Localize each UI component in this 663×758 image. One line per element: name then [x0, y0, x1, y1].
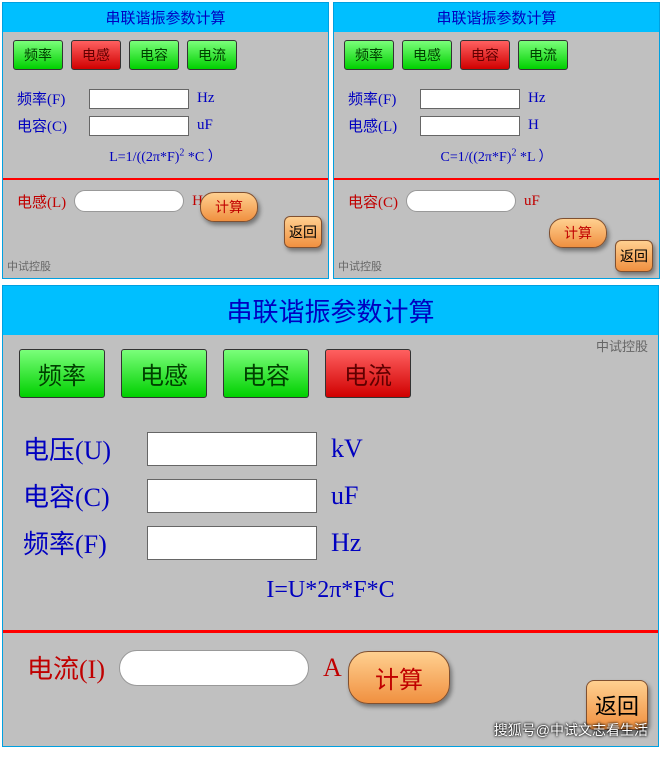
tab-current[interactable]: 电流 — [518, 40, 568, 70]
input-form: 电压(U) kV 电容(C) uF 频率(F) Hz I=U*2π*F*C — [3, 412, 658, 628]
calculate-button[interactable]: 计算 — [348, 651, 450, 704]
panel-capacitance: 串联谐振参数计算 频率 电感 电容 电流 频率(F) Hz 电感(L) H C=… — [333, 2, 660, 279]
unit-uf: uF — [331, 481, 358, 511]
back-button[interactable]: 返回 — [615, 240, 653, 272]
label-capacitance: 电容(C) — [17, 115, 81, 136]
calculate-button[interactable]: 计算 — [200, 192, 258, 222]
title-bar: 串联谐振参数计算 — [3, 3, 328, 32]
unit-uf: uF — [197, 117, 213, 134]
divider — [3, 630, 658, 633]
tab-frequency[interactable]: 频率 — [13, 40, 63, 70]
result-unit: uF — [524, 193, 540, 210]
label-capacitance: 电容(C) — [23, 477, 133, 514]
result-label: 电感(L) — [17, 191, 66, 212]
tab-capacitance[interactable]: 电容 — [129, 40, 179, 70]
input-capacitance[interactable] — [89, 116, 189, 136]
unit-hz: Hz — [197, 90, 215, 107]
label-frequency: 频率(F) — [348, 88, 412, 109]
formula-text: C=1/((2π*F)2 *L ） — [348, 146, 645, 166]
back-button[interactable]: 返回 — [284, 216, 322, 248]
result-label: 电容(C) — [348, 191, 398, 212]
company-text: 中试控股 — [338, 258, 382, 274]
calculate-button[interactable]: 计算 — [549, 218, 607, 248]
input-frequency[interactable] — [89, 89, 189, 109]
panel-inductance: 串联谐振参数计算 频率 电感 电容 电流 频率(F) Hz 电容(C) uF L… — [2, 2, 329, 279]
result-field — [119, 650, 309, 686]
result-field — [406, 190, 516, 212]
label-frequency: 频率(F) — [17, 88, 81, 109]
tab-inductance[interactable]: 电感 — [121, 349, 207, 398]
tab-frequency[interactable]: 频率 — [344, 40, 394, 70]
label-inductance: 电感(L) — [348, 115, 412, 136]
result-row: 电容(C) uF — [334, 182, 659, 220]
input-capacitance[interactable] — [147, 479, 317, 513]
formula-text: I=U*2π*F*C — [23, 577, 638, 604]
divider — [334, 178, 659, 180]
tab-current[interactable]: 电流 — [325, 349, 411, 398]
input-form: 频率(F) Hz 电感(L) H C=1/((2π*F)2 *L ） — [334, 78, 659, 176]
tab-capacitance[interactable]: 电容 — [223, 349, 309, 398]
tab-capacitance[interactable]: 电容 — [460, 40, 510, 70]
tab-current[interactable]: 电流 — [187, 40, 237, 70]
tab-row: 频率 电感 电容 电流 — [3, 32, 328, 78]
unit-hz: Hz — [528, 90, 546, 107]
unit-h: H — [528, 117, 539, 134]
input-voltage[interactable] — [147, 432, 317, 466]
input-form: 频率(F) Hz 电容(C) uF L=1/((2π*F)2 *C ） — [3, 78, 328, 176]
result-unit: A — [323, 653, 342, 683]
formula-text: L=1/((2π*F)2 *C ） — [17, 146, 314, 166]
unit-kv: kV — [331, 434, 363, 464]
result-row: 电感(L) H — [3, 182, 328, 220]
result-label: 电流(I) — [27, 649, 105, 686]
title-bar: 串联谐振参数计算 — [334, 3, 659, 32]
tab-inductance[interactable]: 电感 — [402, 40, 452, 70]
result-field — [74, 190, 184, 212]
company-text: 中试控股 — [596, 336, 648, 355]
input-frequency[interactable] — [420, 89, 520, 109]
panel-current: 串联谐振参数计算 频率 电感 电容 电流 电压(U) kV 电容(C) uF 频… — [2, 285, 659, 747]
title-bar: 串联谐振参数计算 — [3, 286, 658, 335]
tab-inductance[interactable]: 电感 — [71, 40, 121, 70]
company-text: 中试控股 — [7, 258, 51, 274]
tab-frequency[interactable]: 频率 — [19, 349, 105, 398]
tab-row: 频率 电感 电容 电流 — [334, 32, 659, 78]
watermark-text: 搜狐号@中试文志看生活 — [494, 720, 648, 740]
label-voltage: 电压(U) — [23, 430, 133, 467]
divider — [3, 178, 328, 180]
label-frequency: 频率(F) — [23, 524, 133, 561]
input-inductance[interactable] — [420, 116, 520, 136]
unit-hz: Hz — [331, 528, 361, 558]
input-frequency[interactable] — [147, 526, 317, 560]
result-row: 电流(I) A — [3, 635, 658, 700]
tab-row: 频率 电感 电容 电流 — [3, 335, 658, 412]
